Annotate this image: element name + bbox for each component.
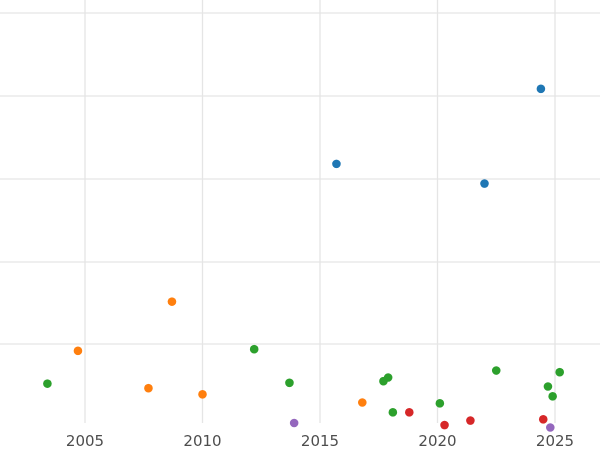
- scatter-points: [43, 84, 564, 432]
- data-point: [538, 415, 548, 424]
- data-point: [289, 418, 299, 428]
- x-tick-label: 2025: [536, 432, 574, 450]
- data-point: [555, 367, 564, 377]
- data-point: [43, 379, 52, 388]
- x-tick-label: 2015: [301, 432, 339, 450]
- data-point: [466, 416, 475, 425]
- x-tick-label: 2010: [183, 432, 221, 450]
- data-point: [435, 399, 445, 408]
- data-point: [383, 373, 393, 382]
- x-grid-lines: [84, 0, 556, 423]
- data-point: [358, 398, 367, 407]
- data-point: [543, 382, 553, 391]
- x-tick-label: 2020: [418, 432, 456, 450]
- data-point: [405, 408, 414, 417]
- x-tick-label: 2005: [66, 432, 104, 450]
- data-point: [546, 423, 555, 432]
- data-point: [285, 378, 294, 388]
- data-point: [388, 408, 398, 417]
- data-point: [167, 297, 177, 306]
- data-point: [440, 420, 449, 430]
- y-grid-lines: [0, 12, 600, 345]
- data-point: [144, 383, 153, 393]
- data-point: [548, 392, 557, 401]
- data-point: [491, 366, 501, 375]
- data-point: [332, 159, 341, 169]
- data-point: [536, 84, 546, 94]
- data-point: [198, 390, 207, 399]
- data-point: [249, 344, 259, 354]
- data-point: [73, 346, 83, 356]
- x-axis-tick-labels: 2005 2010 2015 2020 2025: [66, 432, 574, 450]
- data-point: [480, 179, 489, 188]
